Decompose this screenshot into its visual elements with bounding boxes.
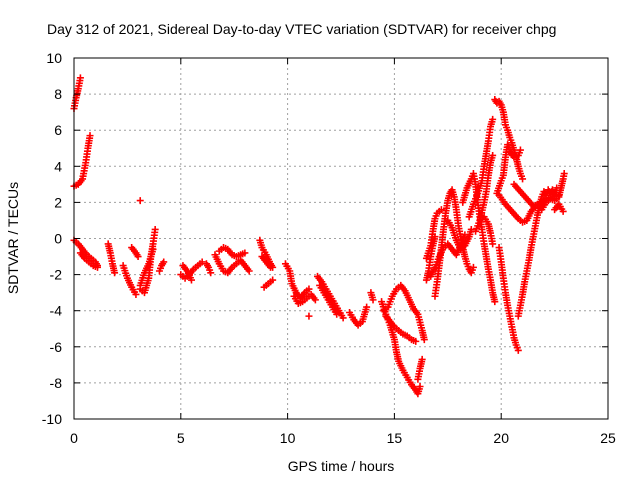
- data-point: [437, 206, 445, 214]
- y-tick-label: 10: [46, 50, 62, 66]
- axis-ticks: [73, 57, 609, 420]
- data-point: [269, 276, 277, 284]
- data-point: [489, 240, 497, 248]
- data-point: [86, 132, 94, 140]
- data-series-chpg: [70, 74, 568, 398]
- data-point: [514, 346, 522, 354]
- data-point: [160, 258, 168, 266]
- data-point: [187, 276, 195, 284]
- data-point: [198, 258, 206, 266]
- x-tick-label: 0: [70, 430, 78, 446]
- x-tick-label: 10: [280, 430, 296, 446]
- data-point: [416, 383, 424, 391]
- data-point: [519, 175, 527, 183]
- data-point: [111, 269, 119, 277]
- data-point: [489, 115, 497, 123]
- data-point: [245, 267, 253, 275]
- data-point: [134, 253, 142, 261]
- data-point: [469, 263, 477, 271]
- data-point: [151, 225, 159, 233]
- data-point: [136, 197, 144, 205]
- data-point: [560, 170, 568, 178]
- data-point: [76, 74, 84, 82]
- data-point: [132, 290, 140, 298]
- x-tick-label: 5: [177, 430, 185, 446]
- data-point: [93, 263, 101, 271]
- y-tick-labels: -10 -8 -6 -4 -2 0 2 4 6 8 10: [42, 50, 62, 427]
- data-point: [149, 245, 157, 253]
- data-point: [516, 146, 524, 154]
- data-point: [412, 337, 420, 345]
- data-point: [333, 310, 341, 318]
- y-tick-label: -2: [50, 267, 63, 283]
- y-tick-label: -6: [50, 339, 63, 355]
- y-tick-label: 6: [54, 122, 62, 138]
- y-tick-label: -8: [50, 375, 63, 391]
- data-point: [305, 312, 313, 320]
- x-tick-label: 15: [387, 430, 403, 446]
- y-tick-label: -10: [42, 411, 62, 427]
- x-tick-label: 25: [600, 430, 616, 446]
- y-tick-label: -4: [50, 303, 63, 319]
- chart-title: Day 312 of 2021, Sidereal Day-to-day VTE…: [47, 21, 556, 37]
- x-tick-label: 20: [493, 430, 509, 446]
- y-tick-label: 2: [54, 194, 62, 210]
- y-tick-label: 4: [54, 158, 62, 174]
- data-point: [305, 285, 313, 293]
- y-tick-label: 0: [54, 231, 62, 247]
- x-tick-labels: 0 5 10 15 20 25: [70, 430, 616, 446]
- data-point: [207, 269, 215, 277]
- data-point: [418, 355, 426, 363]
- data-point: [267, 263, 275, 271]
- data-point: [467, 225, 475, 233]
- data-point: [363, 303, 371, 311]
- data-point: [311, 296, 319, 304]
- y-tick-label: 8: [54, 86, 62, 102]
- data-point: [491, 298, 499, 306]
- data-point: [559, 207, 567, 215]
- data-point: [489, 151, 497, 159]
- data-point: [241, 249, 249, 257]
- data-point: [339, 314, 347, 322]
- data-point: [420, 336, 428, 344]
- y-axis-label: SDTVAR / TECUs: [5, 182, 21, 294]
- x-axis-label: GPS time / hours: [288, 458, 395, 474]
- data-point: [369, 296, 377, 304]
